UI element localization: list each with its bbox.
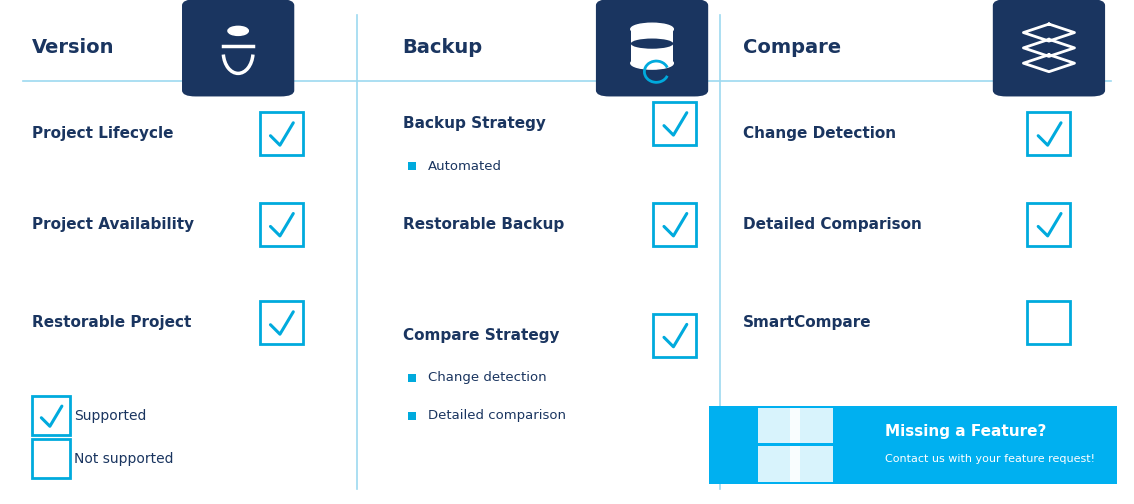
FancyBboxPatch shape: [408, 412, 416, 420]
Text: Contact us with your feature request!: Contact us with your feature request!: [885, 454, 1094, 464]
FancyBboxPatch shape: [653, 102, 696, 145]
Text: Backup: Backup: [403, 38, 483, 57]
Text: Automated: Automated: [428, 160, 501, 173]
Text: Detailed Comparison: Detailed Comparison: [743, 217, 922, 232]
FancyBboxPatch shape: [1027, 301, 1070, 344]
FancyBboxPatch shape: [993, 0, 1105, 96]
FancyBboxPatch shape: [32, 397, 70, 435]
FancyBboxPatch shape: [653, 313, 696, 357]
FancyBboxPatch shape: [790, 446, 832, 482]
Text: Not supported: Not supported: [74, 452, 174, 466]
FancyBboxPatch shape: [758, 408, 801, 444]
Text: Restorable Project: Restorable Project: [32, 315, 192, 330]
FancyBboxPatch shape: [709, 406, 1117, 484]
FancyBboxPatch shape: [260, 112, 303, 155]
Ellipse shape: [631, 57, 674, 69]
FancyBboxPatch shape: [631, 29, 674, 63]
FancyBboxPatch shape: [181, 0, 294, 96]
FancyBboxPatch shape: [595, 0, 708, 96]
FancyBboxPatch shape: [260, 301, 303, 344]
Text: Compare: Compare: [743, 38, 841, 57]
Text: Change Detection: Change Detection: [743, 126, 896, 141]
Ellipse shape: [631, 38, 674, 49]
Text: Backup Strategy: Backup Strategy: [403, 116, 545, 131]
Text: Supported: Supported: [74, 409, 146, 423]
Text: Project Availability: Project Availability: [32, 217, 194, 232]
FancyBboxPatch shape: [408, 374, 416, 382]
Text: SmartCompare: SmartCompare: [743, 315, 871, 330]
Ellipse shape: [631, 23, 674, 35]
Text: Version: Version: [32, 38, 115, 57]
FancyBboxPatch shape: [758, 446, 801, 482]
FancyBboxPatch shape: [260, 203, 303, 246]
Text: Detailed comparison: Detailed comparison: [428, 409, 566, 422]
FancyBboxPatch shape: [408, 162, 416, 170]
FancyBboxPatch shape: [790, 408, 832, 444]
FancyBboxPatch shape: [1027, 112, 1070, 155]
FancyBboxPatch shape: [32, 439, 70, 478]
Text: Restorable Backup: Restorable Backup: [403, 217, 564, 232]
FancyBboxPatch shape: [1027, 203, 1070, 246]
Text: Project Lifecycle: Project Lifecycle: [32, 126, 174, 141]
Text: Change detection: Change detection: [428, 371, 547, 385]
Text: Missing a Feature?: Missing a Feature?: [885, 424, 1046, 439]
Text: Compare Strategy: Compare Strategy: [403, 328, 559, 343]
Circle shape: [228, 26, 248, 35]
FancyBboxPatch shape: [653, 203, 696, 246]
